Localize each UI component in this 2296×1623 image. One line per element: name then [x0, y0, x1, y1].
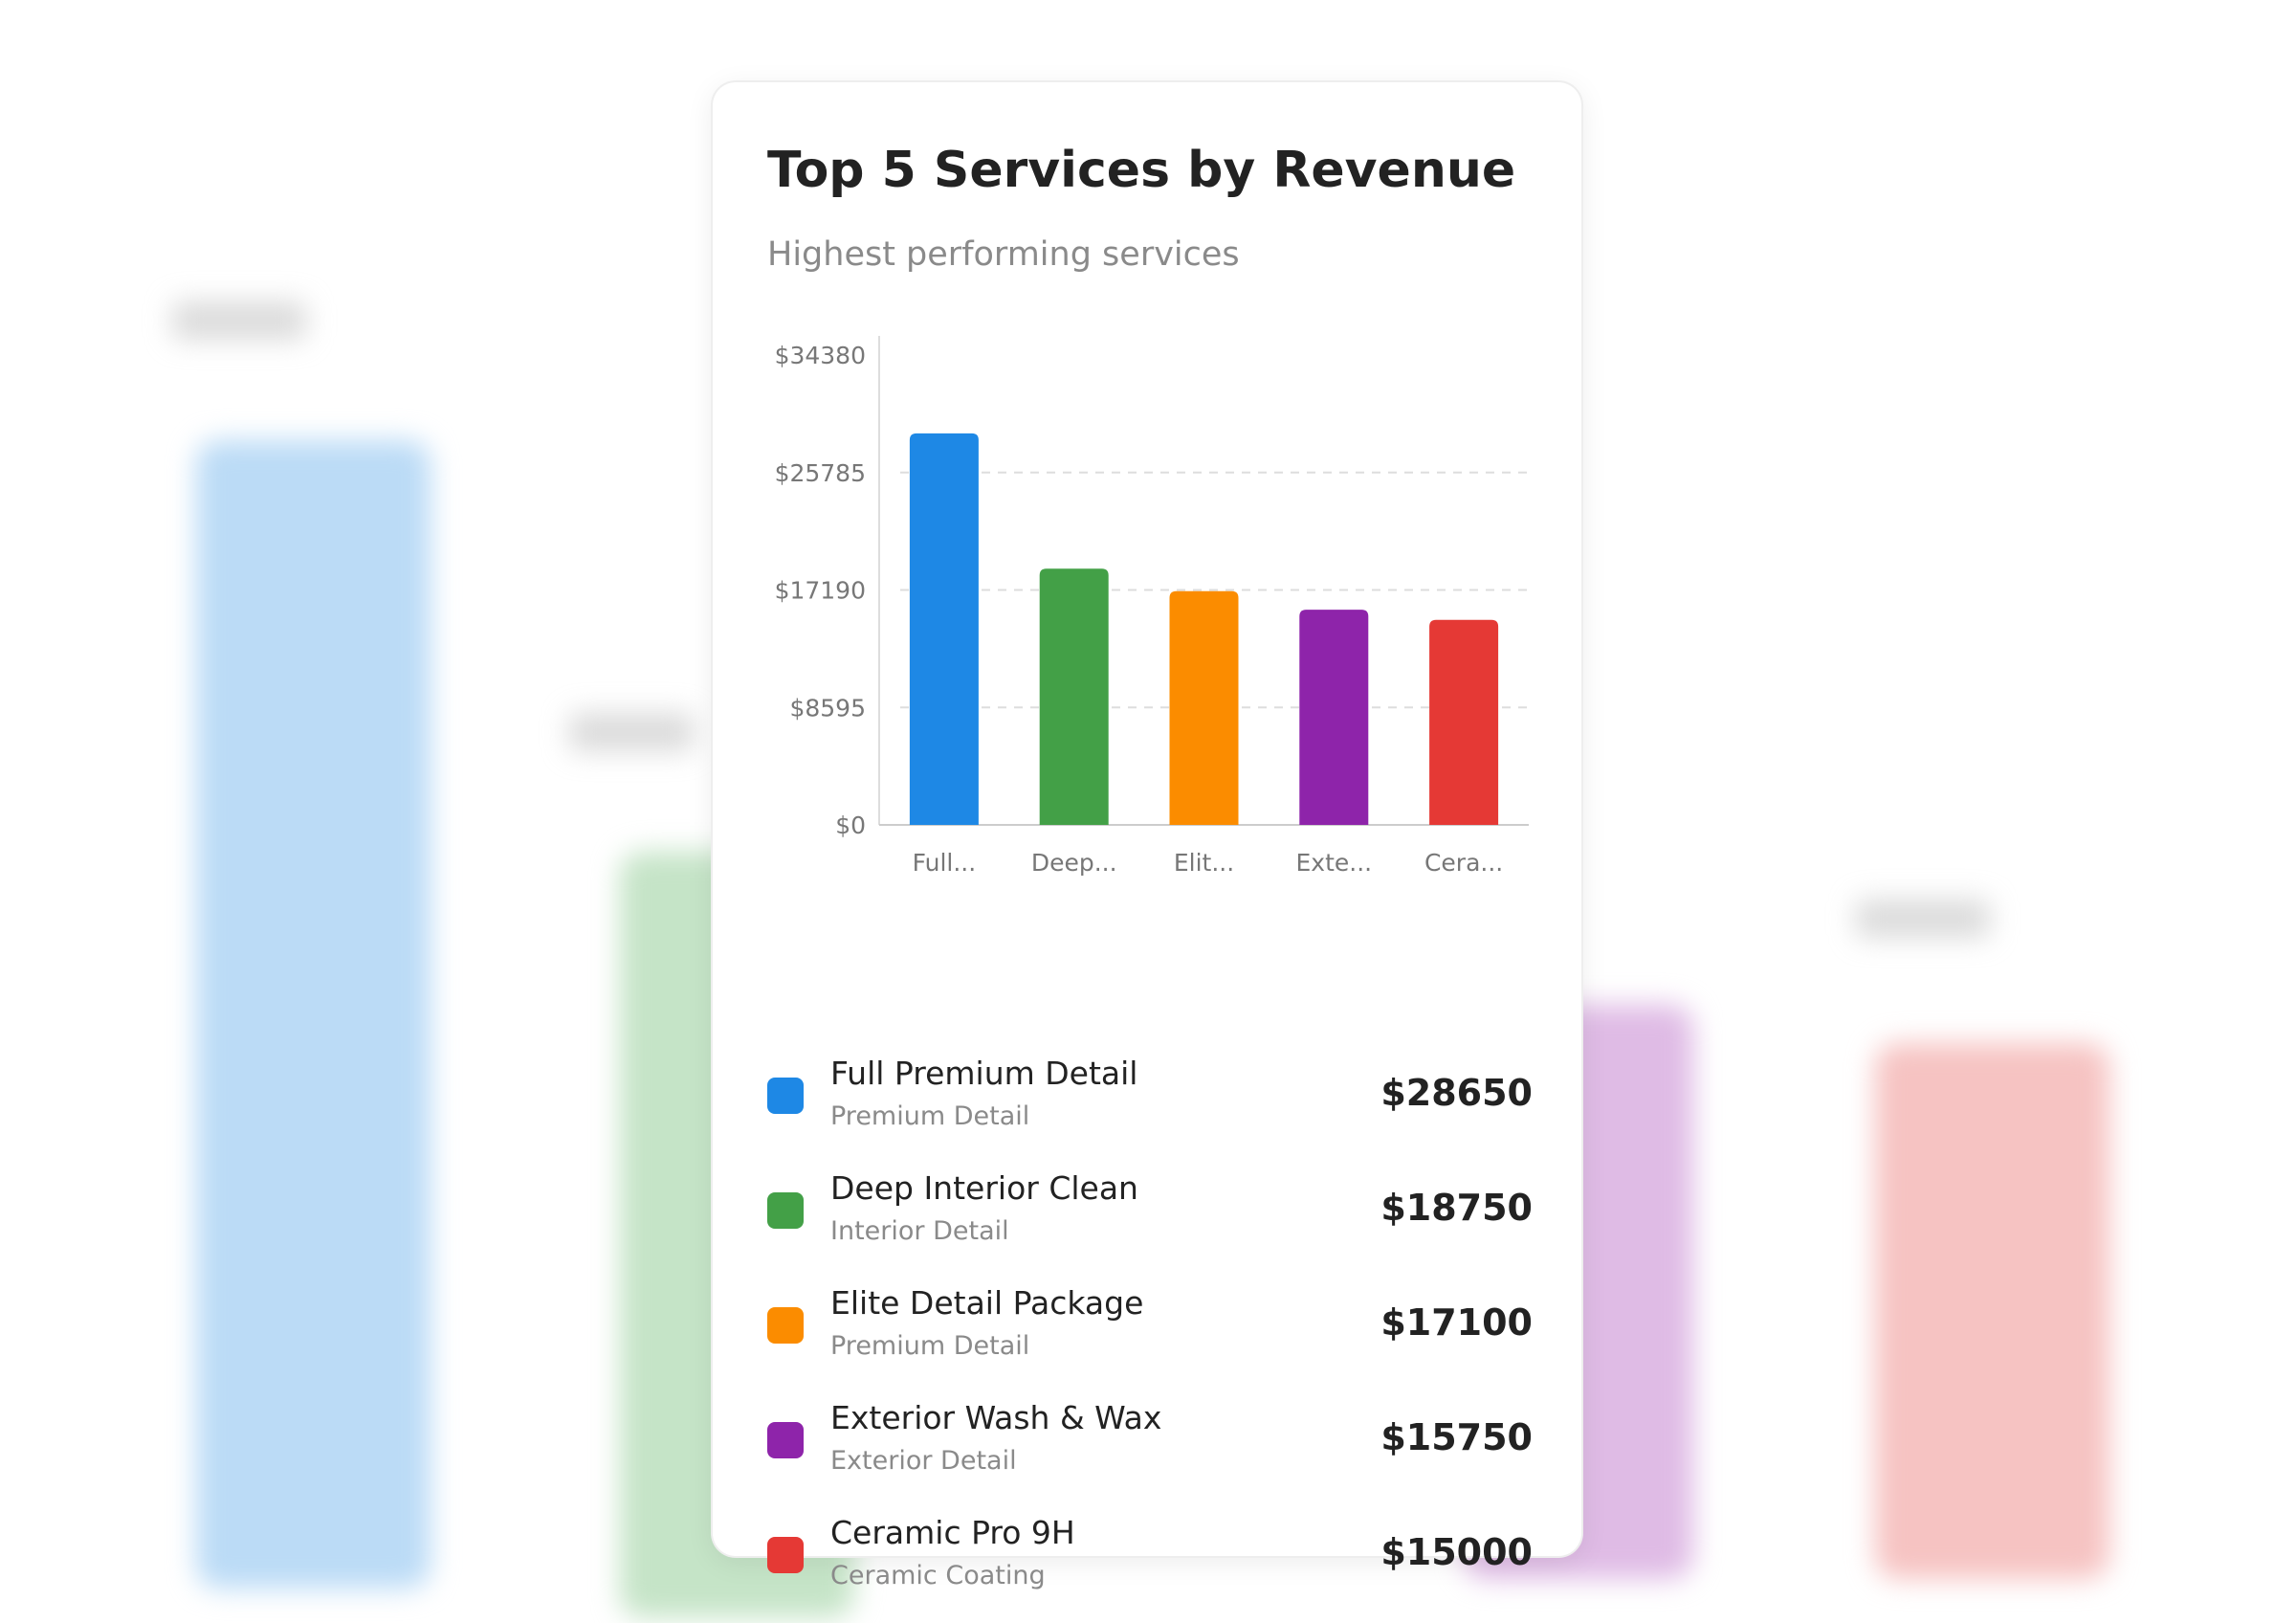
background-label-blur	[569, 713, 694, 751]
legend-item[interactable]: Ceramic Pro 9H Ceramic Coating $15000	[767, 1508, 1533, 1623]
legend-service-name: Elite Detail Package	[830, 1284, 1144, 1322]
background-bar-blur	[1875, 1043, 2109, 1579]
bar-5[interactable]	[1429, 619, 1499, 825]
legend-revenue-value: $15000	[1380, 1531, 1533, 1573]
legend-item[interactable]: Full Premium Detail Premium Detail $28650	[767, 1049, 1533, 1164]
card-subtitle: Highest performing services	[767, 235, 1240, 274]
legend-service-category: Exterior Detail	[830, 1446, 1017, 1476]
legend-service-name: Ceramic Pro 9H	[830, 1514, 1075, 1551]
x-tick-label: Cera...	[1424, 849, 1503, 877]
legend-item[interactable]: Elite Detail Package Premium Detail $17100	[767, 1278, 1533, 1393]
x-tick-label: Full...	[913, 849, 977, 877]
legend-service-name: Exterior Wash & Wax	[830, 1399, 1162, 1436]
legend-service-category: Premium Detail	[830, 1331, 1030, 1361]
top-services-card: Top 5 Services by Revenue Highest perfor…	[713, 82, 1581, 1590]
x-tick-label: Exte...	[1295, 849, 1372, 877]
legend-service-name: Full Premium Detail	[830, 1055, 1138, 1092]
legend-swatch	[767, 1078, 804, 1114]
legend-swatch	[767, 1307, 804, 1344]
x-tick-label: Elit...	[1174, 849, 1234, 877]
bar-2[interactable]	[1039, 568, 1109, 825]
bar-3[interactable]	[1169, 590, 1239, 825]
legend-service-category: Ceramic Coating	[830, 1561, 1046, 1590]
legend-service-category: Premium Detail	[830, 1101, 1030, 1131]
x-tick-label: Deep...	[1031, 849, 1117, 877]
y-tick-label: $8595	[789, 694, 866, 722]
bar-1[interactable]	[909, 433, 979, 825]
y-tick-label: $0	[835, 812, 866, 839]
legend-revenue-value: $17100	[1380, 1301, 1533, 1344]
services-legend: Full Premium Detail Premium Detail $28650 D…	[767, 1049, 1533, 1623]
bar-4[interactable]	[1299, 610, 1369, 825]
card-title: Top 5 Services by Revenue	[767, 142, 1516, 199]
legend-service-name: Deep Interior Clean	[830, 1169, 1138, 1207]
legend-revenue-value: $18750	[1380, 1187, 1533, 1229]
legend-service-category: Interior Detail	[830, 1216, 1009, 1246]
legend-swatch	[767, 1422, 804, 1458]
legend-swatch	[767, 1537, 804, 1573]
legend-revenue-value: $15750	[1380, 1416, 1533, 1458]
revenue-bar-chart: $0 $8595 $17190 $25785 $34380 Full... Deep... E…	[775, 336, 1529, 877]
background-label-blur	[1856, 900, 1990, 938]
y-tick-label: $25785	[775, 459, 866, 487]
legend-swatch	[767, 1192, 804, 1229]
background-label-blur	[172, 301, 306, 340]
y-tick-label: $34380	[775, 342, 866, 369]
legend-item[interactable]: Deep Interior Clean Interior Detail $18750	[767, 1164, 1533, 1278]
y-tick-label: $17190	[775, 577, 866, 605]
legend-revenue-value: $28650	[1380, 1072, 1533, 1114]
legend-item[interactable]: Exterior Wash & Wax Exterior Detail $15750	[767, 1393, 1533, 1508]
background-bar-blur	[196, 440, 430, 1589]
